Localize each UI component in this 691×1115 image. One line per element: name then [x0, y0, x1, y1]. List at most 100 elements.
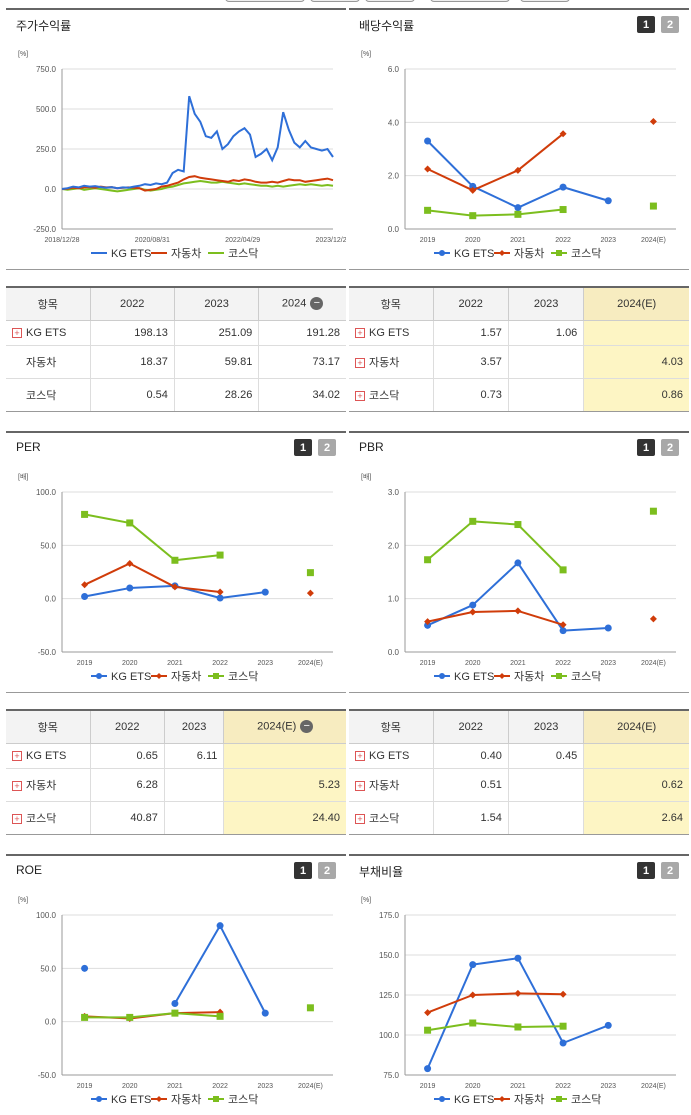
toolbar-button-partial[interactable] [225, 0, 305, 2]
legend-label: 코스닥 [228, 670, 258, 683]
x-tick-label: 2022 [555, 237, 571, 244]
debt-ratio-panel: 부채비율 1 2 [%] 175.0 150.0 125.0 100.0 75.0 2019… [349, 854, 689, 1115]
legend-marker [556, 1096, 562, 1102]
data-point [559, 566, 567, 574]
data-point [514, 607, 522, 615]
row-name-cell[interactable]: + 코스닥 [349, 801, 434, 834]
top-toolbar-edge [0, 0, 691, 6]
y-tick-label: 0.0 [45, 1018, 57, 1027]
x-tick-label: 2021 [510, 237, 526, 244]
debt-ratio-chart: [%] 175.0 150.0 125.0 100.0 75.0 2019 2020 2021 2… [361, 897, 676, 1106]
toolbar-button-partial[interactable] [520, 0, 570, 2]
plus-box-icon[interactable]: + [12, 327, 22, 338]
table-row: + KG ETS 1.57 1.06 [349, 320, 689, 346]
page-1-button[interactable]: 1 [294, 862, 312, 879]
header-year: 2023 [508, 711, 585, 744]
toolbar-button-partial[interactable] [310, 0, 360, 2]
row-name-cell[interactable]: + KG ETS [349, 743, 434, 769]
header-year: 2022 [90, 288, 175, 321]
page-1-button[interactable]: 1 [294, 439, 312, 456]
legend-label: 자동차 [171, 1093, 201, 1106]
row-name-cell[interactable]: + 자동차 [349, 345, 434, 380]
y-tick-label: 150.0 [379, 951, 400, 960]
plus-box-icon[interactable]: + [355, 391, 365, 402]
unit-label: [배] [18, 472, 28, 481]
row-name-cell[interactable]: + KG ETS [349, 320, 434, 346]
legend: KG ETS 자동차 코스닥 [434, 670, 601, 683]
legend: KG ETS 자동차 코스닥 [434, 247, 601, 260]
series-line [426, 140, 474, 188]
minus-circle-icon[interactable]: − [310, 297, 324, 311]
plus-box-icon[interactable]: + [355, 358, 365, 369]
plus-box-icon[interactable]: + [12, 781, 22, 792]
plus-box-icon[interactable]: + [12, 750, 22, 761]
page-2-button[interactable]: 2 [661, 16, 679, 33]
header-item: 항목 [349, 288, 434, 321]
series-line [517, 523, 564, 571]
row-name-cell[interactable]: + KG ETS [6, 320, 91, 346]
minus-circle-icon[interactable]: − [300, 720, 314, 734]
data-point [469, 182, 477, 190]
page-2-button[interactable]: 2 [318, 439, 336, 456]
x-tick-label: 2024(E) [641, 660, 666, 667]
page-1-button[interactable]: 1 [637, 439, 655, 456]
series-line [129, 562, 176, 588]
toolbar-button-partial[interactable] [365, 0, 415, 2]
plus-box-icon[interactable]: + [355, 814, 365, 825]
row-name-cell[interactable]: + 코스닥 [349, 378, 434, 411]
x-tick-label: 2023/12/28 [315, 237, 346, 244]
toolbar-button-partial[interactable] [430, 0, 510, 2]
legend-marker [499, 673, 505, 679]
data-point [559, 990, 567, 998]
legend-label: 자동차 [514, 1093, 544, 1106]
x-tick-label: 2021 [167, 1083, 183, 1090]
table-cell: 1.06 [508, 320, 585, 346]
series-line [427, 168, 474, 192]
series-line [174, 554, 221, 562]
table-cell [164, 801, 225, 834]
plus-box-icon[interactable]: + [355, 750, 365, 761]
header-year-expand[interactable]: 2024(E) − [223, 711, 346, 744]
plus-box-icon[interactable]: + [355, 781, 365, 792]
series-line [174, 1012, 221, 1018]
row-name-cell[interactable]: + 자동차 [6, 768, 91, 803]
legend-label: KG ETS [454, 1094, 494, 1106]
plus-box-icon[interactable]: + [12, 814, 22, 825]
table-cell: 2.64 [583, 801, 689, 834]
table-row: + 자동차 3.57 4.03 [349, 345, 689, 380]
x-tick-label: 2020 [465, 1083, 481, 1090]
legend-marker [556, 250, 562, 256]
table-cell [508, 345, 585, 380]
x-tick-label: 2023 [600, 660, 616, 667]
legend-label: KG ETS [111, 248, 151, 260]
unit-label: [%] [361, 51, 371, 58]
x-tick-label: 2024(E) [298, 1083, 323, 1090]
legend-label: 코스닥 [228, 1093, 258, 1106]
page-2-button[interactable]: 2 [661, 862, 679, 879]
y-tick-label: -50.0 [38, 648, 57, 657]
page-2-button[interactable]: 2 [661, 439, 679, 456]
x-tick-label: 2020 [122, 660, 138, 667]
header-year: 2023 [164, 711, 225, 744]
page-1-button[interactable]: 1 [637, 862, 655, 879]
page-1-button[interactable]: 1 [637, 16, 655, 33]
pbr-table: 항목 2022 2023 2024(E) + KG ETS 0.40 0.45 +… [349, 709, 689, 835]
x-tick-label: 2022 [212, 1083, 228, 1090]
row-name-cell[interactable]: + KG ETS [6, 743, 91, 769]
data-point [216, 594, 224, 602]
x-tick-label: 2024(E) [298, 660, 323, 667]
series-line [472, 957, 519, 966]
data-point [171, 1009, 179, 1017]
header-year-expand[interactable]: 2024− [258, 288, 346, 321]
plus-box-icon[interactable]: + [355, 327, 365, 338]
per-table: 항목 2022 2023 2024(E) − + KG ETS 0.65 6.11 … [6, 709, 346, 835]
row-name-cell[interactable]: + 코스닥 [6, 801, 91, 834]
data-point [649, 615, 657, 623]
x-tick-label: 2019 [420, 237, 436, 244]
row-name-cell[interactable]: + 자동차 [349, 768, 434, 803]
panel-title: 부채비율 [359, 865, 404, 879]
page-2-button[interactable]: 2 [318, 862, 336, 879]
y-tick-label: 50.0 [40, 541, 56, 550]
y-tick-label: 1.0 [388, 595, 400, 604]
row-name: KG ETS [26, 326, 67, 339]
